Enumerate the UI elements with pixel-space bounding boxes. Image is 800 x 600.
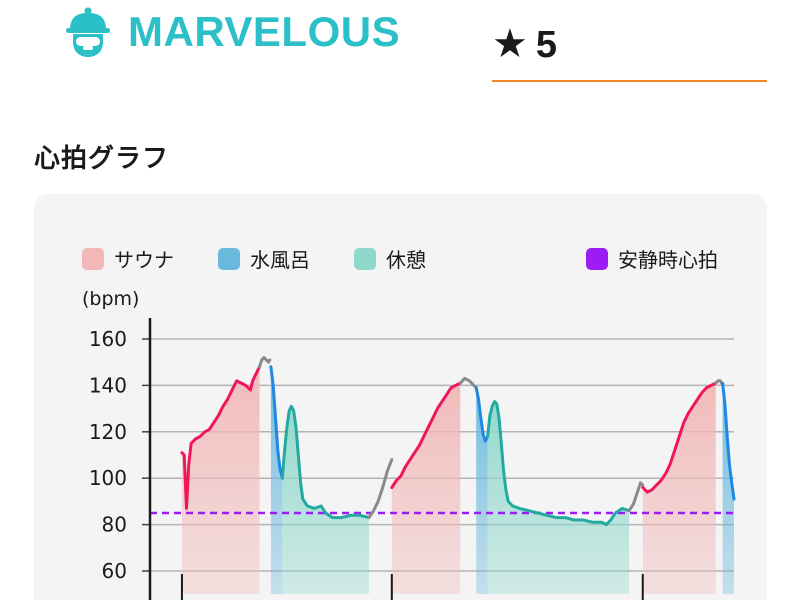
area-rest xyxy=(282,406,369,594)
area-cold-bath xyxy=(270,366,283,594)
legend-label-resting-heart-rate: 安静時心拍 xyxy=(618,248,718,272)
star-icon: ★ xyxy=(492,21,528,67)
heart-rate-line-transition xyxy=(458,376,478,390)
y-axis-unit-label: (bpm) xyxy=(82,288,140,310)
legend-swatch-resting-heart-rate xyxy=(586,247,608,270)
legend-item-sauna[interactable]: サウナ xyxy=(82,244,174,273)
area-sauna xyxy=(181,366,260,594)
legend-swatch-rest xyxy=(354,247,376,270)
area-sauna xyxy=(391,383,461,594)
y-tick-label: 160 xyxy=(89,327,127,351)
legend-item-rest[interactable]: 休憩 xyxy=(354,244,426,273)
explorer-hat-avatar-icon xyxy=(66,7,110,57)
y-tick-label: 60 xyxy=(102,559,127,583)
area-cold-bath xyxy=(476,387,488,594)
y-tick-label: 120 xyxy=(89,420,127,444)
heart-rate-line-transition xyxy=(714,379,723,385)
legend-label-rest: 休憩 xyxy=(386,248,426,272)
heart-rate-line-cold-bath xyxy=(721,381,736,501)
legend-label-sauna: サウナ xyxy=(114,248,174,272)
area-sauna xyxy=(642,383,716,594)
legend-label-cold-bath: 水風呂 xyxy=(250,248,310,272)
heart-rate-line-transition xyxy=(627,481,645,513)
brand-name: MARVELOUS xyxy=(128,8,401,55)
area-rest xyxy=(487,401,630,594)
legend-item-resting-heart-rate[interactable]: 安静時心拍 xyxy=(586,244,718,273)
section-title: 心拍グラフ xyxy=(34,144,170,174)
y-tick-label: 140 xyxy=(89,373,127,397)
heart-rate-line-rest xyxy=(486,400,631,527)
legend-item-cold-bath[interactable]: 水風呂 xyxy=(218,244,310,273)
heart-rate-line-rest xyxy=(280,404,371,520)
y-tick-label: 80 xyxy=(102,513,127,537)
heart-rate-line-transition xyxy=(367,458,394,520)
area-cold-bath xyxy=(722,383,734,594)
heart-rate-line-cold-bath xyxy=(474,386,490,443)
legend-swatch-sauna xyxy=(82,247,104,270)
y-tick-label: 100 xyxy=(89,466,127,490)
rating-value: 5 xyxy=(535,24,557,66)
heart-rate-line-sauna xyxy=(180,365,261,510)
brand-logo[interactable]: MARVELOUS xyxy=(62,6,400,58)
heart-rate-line-transition xyxy=(258,356,272,369)
heart-rate-line-sauna xyxy=(641,381,718,494)
heart-rate-line-sauna xyxy=(390,381,462,489)
rating-display: ★ 5 xyxy=(492,20,767,82)
legend-swatch-cold-bath xyxy=(218,247,240,270)
heart-rate-line-cold-bath xyxy=(269,365,284,480)
